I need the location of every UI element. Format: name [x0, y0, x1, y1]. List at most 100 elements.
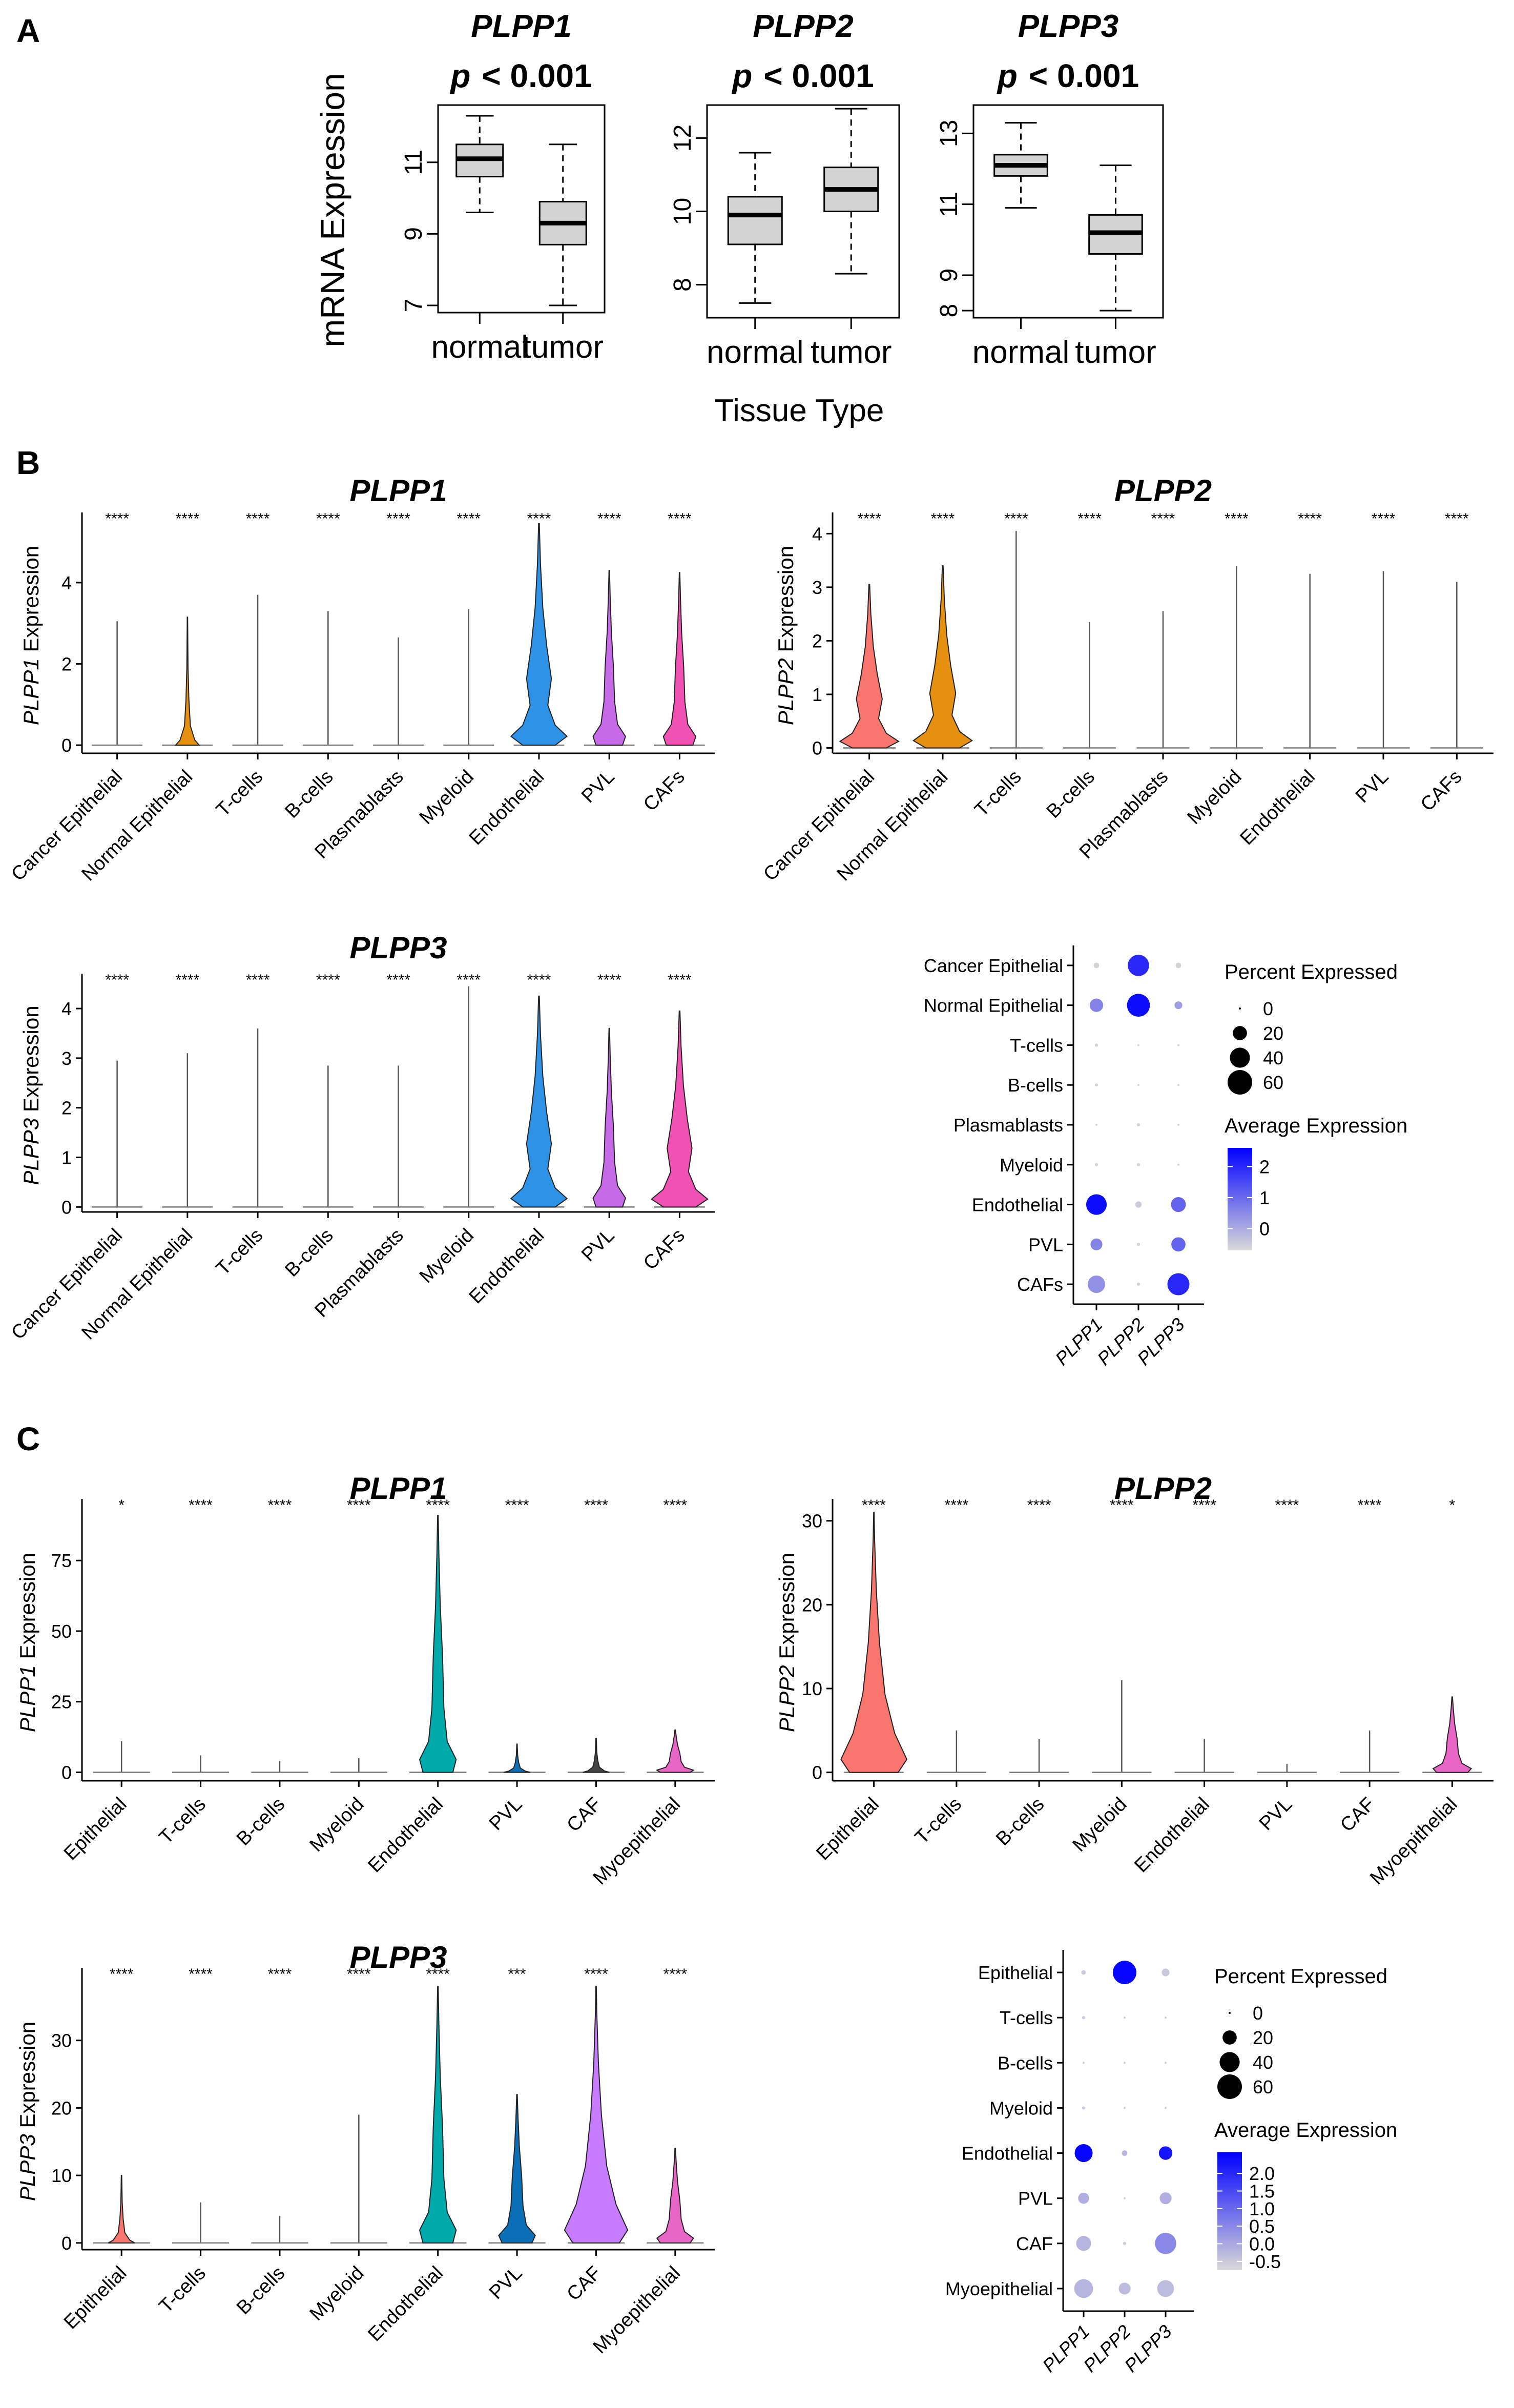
y-tick-label: 0	[61, 2233, 72, 2254]
violin-myeloid: Myeloid ****	[416, 972, 494, 1287]
size-legend-label: 40	[1263, 1047, 1283, 1068]
x-tick-label: Endothelial	[364, 2262, 447, 2346]
dot-plpp3	[1171, 1237, 1186, 1252]
x-tick-label: Endothelial	[364, 1794, 447, 1877]
color-legend-label: 1.5	[1249, 2181, 1275, 2202]
y-tick-label: 1	[61, 1147, 72, 1168]
x-tick-label: T-cells	[212, 766, 267, 821]
dot-plpp3	[1167, 1273, 1190, 1295]
ylabel-gene: PLPP2	[774, 658, 798, 725]
dot-plpp1	[1088, 1275, 1105, 1293]
significance-label: ****	[175, 510, 199, 527]
violin-myeloid: Myeloid ****	[305, 1497, 387, 1856]
ylabel-gene: PLPP2	[775, 1665, 799, 1732]
size-legend-dot	[1219, 2052, 1240, 2072]
color-legend: Average Expression 2 1 0	[1225, 1115, 1407, 1250]
y-tick-label: 75	[51, 1550, 72, 1571]
violin-endothelial: Endothelial ****	[1236, 510, 1337, 849]
significance-label: ****	[857, 510, 881, 527]
violin-b-cells: B-cells ****	[281, 972, 354, 1281]
violin-body	[650, 1010, 709, 1208]
violin-pvl: PVL ***	[485, 1966, 546, 2303]
dot-plpp2	[1127, 994, 1150, 1017]
size-legend-label: 0	[1253, 2003, 1263, 2024]
violin-title: PLPP1	[349, 1471, 447, 1506]
panel-a-ylabel: mRNA Expression	[314, 73, 351, 347]
significance-label: ****	[426, 1497, 450, 1514]
dot-plpp3	[1165, 2062, 1167, 2064]
celltype-label: B-cells	[1008, 1075, 1063, 1096]
y-tick-label: 0	[812, 1762, 822, 1783]
x-tick-label: Myoepithelial	[1366, 1794, 1462, 1889]
color-legend-label: 2.0	[1249, 2163, 1275, 2184]
x-tick-label: Myeloid	[1068, 1794, 1131, 1856]
significance-label: ****	[347, 1966, 371, 1983]
violin-b-cells: B-cells ****	[1043, 510, 1116, 822]
violin-body	[510, 995, 568, 1208]
significance-label: *	[1449, 1497, 1456, 1514]
dot-plpp1	[1074, 2279, 1093, 2298]
violin-ylabel: PLPP1 Expression	[19, 546, 43, 725]
y-tick-label: 4	[812, 523, 822, 544]
color-bar	[1217, 2152, 1242, 2270]
gene-label: PLPP3	[1120, 2321, 1175, 2376]
violin-body	[912, 565, 973, 749]
violin-t-cells: T-cells ****	[212, 510, 283, 821]
dotplot-b: Cancer Epithelial Normal Epithelial T-cell…	[924, 945, 1407, 1369]
dot-plpp3	[1162, 1968, 1170, 1977]
dot-plpp3	[1155, 2233, 1176, 2254]
significance-label: ****	[316, 972, 340, 989]
dot-plpp2	[1124, 2062, 1126, 2064]
x-tick-label: T-cells	[911, 1794, 966, 1848]
panel-a-xlabel: Tissue Type	[715, 393, 884, 428]
significance-label: ****	[189, 1497, 213, 1514]
x-tick-label: Myeloid	[305, 2262, 368, 2325]
pvalue-symbol: p	[997, 57, 1018, 94]
violin-ylabel: PLPP2 Expression	[775, 1553, 799, 1732]
violin-caf: CAF ****	[1336, 1497, 1400, 1836]
violin-body	[839, 584, 900, 749]
dot-plpp2	[1124, 2197, 1126, 2199]
y-tick-label: 4	[61, 998, 72, 1019]
color-legend-label: 1.0	[1249, 2198, 1275, 2219]
celltype-label: B-cells	[998, 2052, 1053, 2073]
significance-label: ****	[668, 510, 692, 527]
violin-body	[655, 1729, 695, 1773]
violin-t-cells: T-cells ****	[212, 972, 283, 1280]
dot-plpp1	[1083, 2062, 1085, 2064]
pvalue-text: < 0.001	[482, 57, 592, 94]
boxplot-pvalue: p < 0.001	[449, 57, 592, 94]
box-normal	[455, 115, 504, 213]
color-legend-label: 0.5	[1249, 2216, 1275, 2237]
dot-plpp2	[1118, 2282, 1131, 2295]
dot-plpp2	[1136, 1283, 1140, 1286]
x-tick-label: B-cells	[233, 1794, 289, 1850]
y-tick-label: 10	[669, 198, 696, 225]
y-tick-label: 9	[936, 269, 963, 282]
dot-plpp1	[1094, 1163, 1098, 1166]
y-tick-label: 10	[802, 1678, 822, 1699]
celltype-label: Epithelial	[978, 1962, 1053, 1983]
violin-body	[662, 572, 697, 746]
box-tumor	[538, 143, 587, 306]
x-tick-label: CAFs	[1417, 766, 1466, 816]
dot-plpp1	[1093, 962, 1100, 969]
dot-plpp3	[1165, 2016, 1167, 2019]
violin-pvl: PVL ****	[1255, 1497, 1317, 1835]
dot-plpp1	[1074, 2144, 1093, 2163]
dot-plpp3	[1177, 1044, 1179, 1046]
violin-pvl: PVL ****	[1352, 510, 1410, 807]
violin-b-cells: B-cells ****	[233, 1497, 308, 1850]
x-tick-label: PVL	[1352, 766, 1393, 807]
color-legend: Average Expression 2.01.51.00.50.0-0.5	[1214, 2119, 1397, 2272]
violin-epithelial: Epithelial ****	[60, 1966, 150, 2333]
color-legend-label: 1	[1259, 1187, 1270, 1208]
y-tick-label: 0	[61, 1197, 72, 1218]
celltype-label: Cancer Epithelial	[924, 955, 1063, 976]
violin-body	[564, 1986, 629, 2244]
violin-endothelial: Endothelial ****	[364, 1497, 467, 1877]
y-tick-label: 11	[400, 150, 427, 175]
